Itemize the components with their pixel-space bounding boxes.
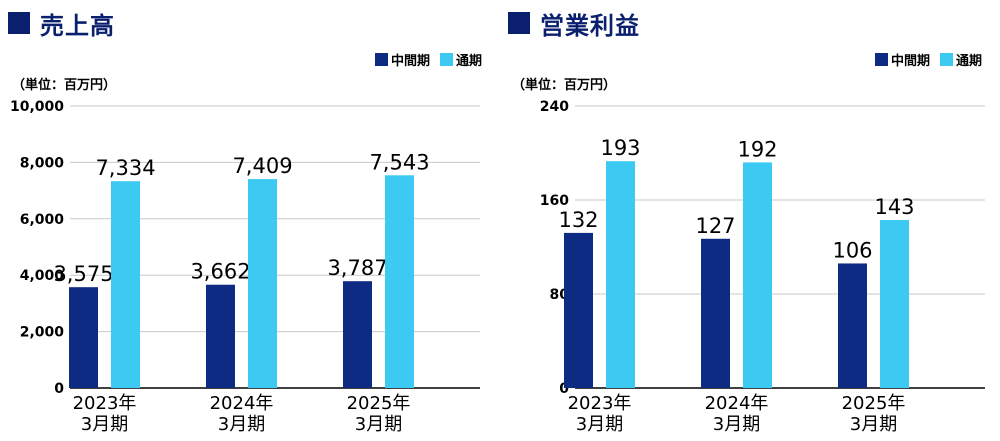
bar-interim bbox=[564, 232, 593, 388]
y-tick-label: 0 bbox=[559, 381, 569, 397]
sales-unit-label: （単位：百万円） bbox=[12, 78, 117, 93]
data-label: 7,409 bbox=[232, 154, 292, 178]
bar-interim bbox=[701, 238, 730, 388]
x-tick-label-year: 2025年 bbox=[347, 393, 411, 414]
legend-label-full: 通期 bbox=[955, 54, 982, 69]
data-label: 3,575 bbox=[53, 262, 113, 286]
bar-full bbox=[385, 175, 414, 388]
legend-swatch-interim bbox=[874, 53, 888, 66]
x-tick-label-period: 3月期 bbox=[713, 414, 760, 435]
data-label: 7,543 bbox=[369, 150, 429, 174]
x-tick-label-period: 3月期 bbox=[355, 414, 402, 435]
data-label: 3,662 bbox=[190, 260, 250, 284]
legend-label-interim: 中間期 bbox=[390, 54, 430, 69]
bar-interim bbox=[69, 287, 98, 388]
y-tick-label: 240 bbox=[540, 99, 569, 115]
bar-full bbox=[880, 219, 909, 388]
legend-swatch-full bbox=[439, 53, 453, 66]
title-square-icon bbox=[8, 12, 30, 34]
bar-full bbox=[743, 162, 772, 388]
profit-title-block: 営業利益 bbox=[508, 8, 640, 40]
x-tick-label-year: 2023年 bbox=[568, 393, 632, 414]
y-tick-label: 10,000 bbox=[10, 99, 64, 115]
y-tick-label: 160 bbox=[540, 193, 569, 209]
legend-item-full: 通期 bbox=[939, 50, 982, 69]
x-tick-label-year: 2025年 bbox=[842, 393, 906, 414]
profit-chart-title: 営業利益 bbox=[540, 11, 640, 40]
x-tick-label-year: 2024年 bbox=[210, 393, 274, 414]
data-label: 192 bbox=[737, 137, 777, 161]
data-label: 132 bbox=[558, 208, 598, 232]
y-tick-label: 0 bbox=[54, 381, 64, 397]
profit-legend: 中間期 通期 bbox=[865, 50, 982, 69]
data-label: 106 bbox=[832, 238, 872, 262]
legend-label-full: 通期 bbox=[455, 54, 482, 69]
y-tick-label: 4,000 bbox=[20, 268, 65, 284]
data-label: 3,787 bbox=[327, 256, 387, 280]
x-tick-label-period: 3月期 bbox=[576, 414, 623, 435]
sales-bar-chart: 0 2,000 4,000 6,000 8,000 10,000 3,575 7,334 202… bbox=[10, 99, 480, 435]
bar-interim bbox=[343, 281, 372, 388]
y-tick-label: 2,000 bbox=[20, 325, 65, 341]
bar-full bbox=[111, 181, 140, 388]
y-tick-label: 8,000 bbox=[20, 155, 65, 171]
x-tick-label-period: 3月期 bbox=[81, 414, 128, 435]
x-tick-label-year: 2023年 bbox=[73, 393, 137, 414]
data-label: 7,334 bbox=[95, 156, 155, 180]
legend-item-interim: 中間期 bbox=[374, 50, 430, 69]
bar-full bbox=[606, 161, 635, 388]
legend-label-interim: 中間期 bbox=[890, 54, 930, 69]
sales-title-block: 売上高 bbox=[8, 8, 115, 40]
legend-item-interim: 中間期 bbox=[874, 50, 930, 69]
x-tick-label-period: 3月期 bbox=[850, 414, 897, 435]
operating-profit-bar-chart: 0801602401321932023年3月期1271922024年3月期106… bbox=[540, 99, 985, 435]
bar-full bbox=[248, 179, 277, 388]
data-label: 127 bbox=[695, 214, 735, 238]
data-label: 193 bbox=[600, 136, 640, 160]
operating-profit-panel: 営業利益 中間期 通期 （単位：百万円） 0 80 160 240 132 193 2023… bbox=[500, 0, 1000, 441]
x-tick-label-year: 2024年 bbox=[705, 393, 769, 414]
y-tick-label: 6,000 bbox=[20, 212, 65, 228]
sales-panel: 売上高 中間期 通期 （単位：百万円） 0 2,000 4,000 6,000 8,00… bbox=[8, 8, 482, 435]
legend-item-full: 通期 bbox=[439, 50, 482, 69]
bar-interim bbox=[206, 284, 235, 388]
sales-chart-title: 売上高 bbox=[40, 11, 115, 40]
sales-legend: 中間期 通期 bbox=[365, 50, 482, 69]
legend-swatch-interim bbox=[374, 53, 388, 66]
title-square-icon bbox=[508, 12, 530, 34]
bar-interim bbox=[838, 263, 867, 388]
x-tick-label-period: 3月期 bbox=[218, 414, 265, 435]
profit-unit-label: （単位：百万円） bbox=[512, 78, 617, 93]
data-label: 143 bbox=[874, 195, 914, 219]
legend-swatch-full bbox=[939, 53, 953, 66]
